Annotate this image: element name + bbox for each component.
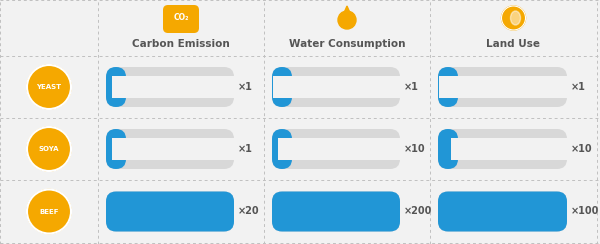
Text: ×10: ×10 (404, 144, 425, 154)
Circle shape (502, 6, 526, 30)
Text: SOYA: SOYA (39, 146, 59, 152)
FancyBboxPatch shape (272, 67, 292, 107)
Text: Land Use: Land Use (487, 39, 541, 49)
Text: ×10: ×10 (571, 144, 593, 154)
FancyBboxPatch shape (106, 129, 234, 169)
FancyBboxPatch shape (106, 192, 234, 232)
Text: BEEF: BEEF (39, 209, 59, 214)
FancyBboxPatch shape (272, 192, 400, 232)
FancyBboxPatch shape (438, 192, 567, 232)
FancyBboxPatch shape (438, 129, 458, 169)
Text: CO₂: CO₂ (173, 12, 189, 21)
Bar (112, 138, 246, 160)
Text: ×100: ×100 (571, 206, 599, 216)
Text: ×1: ×1 (404, 82, 419, 92)
FancyBboxPatch shape (106, 192, 234, 232)
FancyBboxPatch shape (163, 5, 199, 33)
FancyBboxPatch shape (438, 67, 567, 107)
Bar (451, 138, 579, 160)
FancyBboxPatch shape (106, 129, 126, 169)
FancyBboxPatch shape (272, 129, 292, 169)
FancyBboxPatch shape (106, 67, 126, 107)
Polygon shape (341, 6, 353, 20)
Ellipse shape (511, 11, 521, 25)
Bar (272, 76, 412, 98)
FancyBboxPatch shape (106, 67, 234, 107)
FancyBboxPatch shape (272, 192, 400, 232)
Bar (112, 76, 246, 98)
Text: ×200: ×200 (404, 206, 433, 216)
Circle shape (27, 190, 71, 234)
Circle shape (338, 11, 356, 29)
Circle shape (27, 65, 71, 109)
Circle shape (27, 127, 71, 171)
FancyBboxPatch shape (438, 67, 458, 107)
Text: Water Consumption: Water Consumption (289, 39, 405, 49)
Text: Carbon Emission: Carbon Emission (132, 39, 230, 49)
Text: ×1: ×1 (571, 82, 586, 92)
Bar (278, 138, 412, 160)
Text: ×1: ×1 (238, 144, 253, 154)
FancyBboxPatch shape (438, 129, 567, 169)
FancyBboxPatch shape (272, 67, 400, 107)
Text: ×1: ×1 (238, 82, 253, 92)
Text: ×20: ×20 (238, 206, 260, 216)
FancyBboxPatch shape (272, 129, 400, 169)
Bar (439, 76, 579, 98)
FancyBboxPatch shape (438, 192, 567, 232)
Text: YEAST: YEAST (37, 84, 62, 90)
